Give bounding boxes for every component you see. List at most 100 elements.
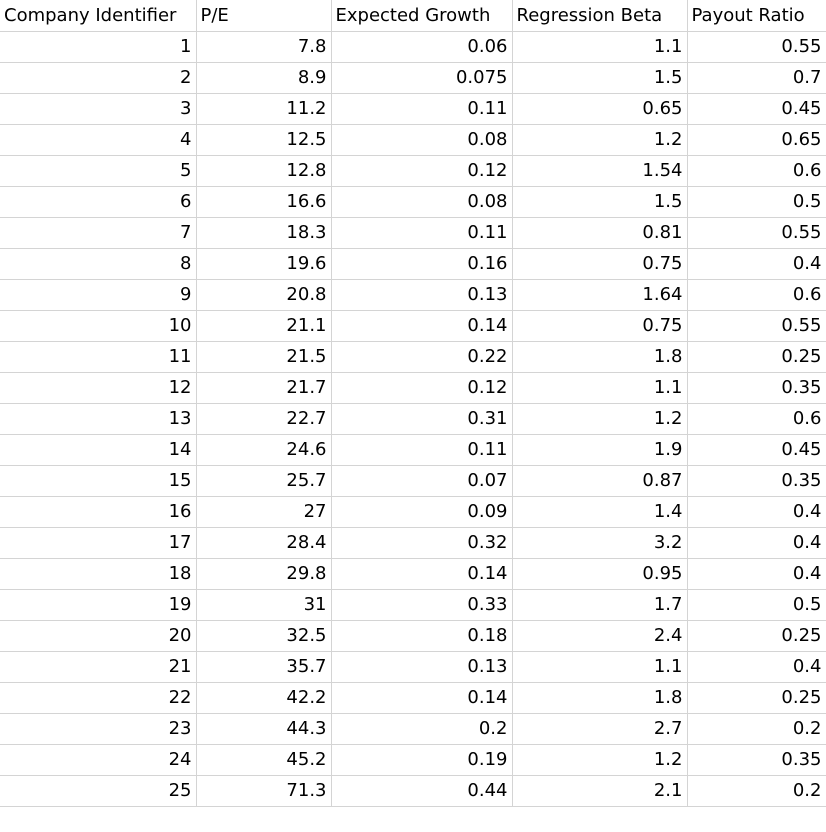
table-row: 11 21.5 0.22 1.8 0.25 xyxy=(0,341,826,373)
cell: 0.45 xyxy=(687,93,826,125)
table-row: 7 18.3 0.11 0.81 0.55 xyxy=(0,217,826,249)
cell: 21.5 xyxy=(196,341,332,373)
cell: 0.13 xyxy=(331,651,513,683)
cell: 0.11 xyxy=(331,434,513,466)
spreadsheet: Company Identifier P/E Expected Growth Regr… xyxy=(0,0,826,807)
cell: 2 xyxy=(0,62,197,94)
cell: 13 xyxy=(0,403,197,435)
cell: 0.09 xyxy=(331,496,513,528)
cell: 71.3 xyxy=(196,775,332,807)
cell: 0.32 xyxy=(331,527,513,559)
cell: 0.11 xyxy=(331,217,513,249)
cell: 24.6 xyxy=(196,434,332,466)
cell: 0.95 xyxy=(512,558,688,590)
cell: 11 xyxy=(0,341,197,373)
cell: 0.4 xyxy=(687,651,826,683)
cell: 25.7 xyxy=(196,465,332,497)
cell: 0.55 xyxy=(687,217,826,249)
cell: 1.9 xyxy=(512,434,688,466)
cell: 0.4 xyxy=(687,248,826,280)
cell: 0.08 xyxy=(331,124,513,156)
cell: 0.35 xyxy=(687,465,826,497)
cell: 20.8 xyxy=(196,279,332,311)
column-header: P/E xyxy=(196,0,332,32)
cell: 0.55 xyxy=(687,31,826,63)
cell: 1.54 xyxy=(512,155,688,187)
cell: 22 xyxy=(0,682,197,714)
cell: 9 xyxy=(0,279,197,311)
table-row: 6 16.6 0.08 1.5 0.5 xyxy=(0,186,826,218)
cell: 0.12 xyxy=(331,372,513,404)
cell: 25 xyxy=(0,775,197,807)
cell: 16 xyxy=(0,496,197,528)
cell: 0.11 xyxy=(331,93,513,125)
cell: 1.2 xyxy=(512,124,688,156)
cell: 16.6 xyxy=(196,186,332,218)
cell: 19 xyxy=(0,589,197,621)
table-row: 2 8.9 0.075 1.5 0.7 xyxy=(0,62,826,94)
table-row: 23 44.3 0.2 2.7 0.2 xyxy=(0,713,826,745)
cell: 0.5 xyxy=(687,186,826,218)
table-row: 16 27 0.09 1.4 0.4 xyxy=(0,496,826,528)
cell: 1.1 xyxy=(512,372,688,404)
cell: 0.55 xyxy=(687,310,826,342)
cell: 1.1 xyxy=(512,31,688,63)
cell: 21.1 xyxy=(196,310,332,342)
cell: 2.7 xyxy=(512,713,688,745)
cell: 20 xyxy=(0,620,197,652)
cell: 0.65 xyxy=(512,93,688,125)
cell: 12.8 xyxy=(196,155,332,187)
column-header: Company Identifier xyxy=(0,0,197,32)
cell: 0.07 xyxy=(331,465,513,497)
cell: 14 xyxy=(0,434,197,466)
cell: 22.7 xyxy=(196,403,332,435)
cell: 21.7 xyxy=(196,372,332,404)
cell: 27 xyxy=(196,496,332,528)
table-row: 15 25.7 0.07 0.87 0.35 xyxy=(0,465,826,497)
cell: 1.2 xyxy=(512,403,688,435)
cell: 1.8 xyxy=(512,682,688,714)
cell: 0.44 xyxy=(331,775,513,807)
table-row: 10 21.1 0.14 0.75 0.55 xyxy=(0,310,826,342)
column-header: Regression Beta xyxy=(512,0,688,32)
header-row: Company Identifier P/E Expected Growth Regr… xyxy=(0,0,826,32)
table-row: 13 22.7 0.31 1.2 0.6 xyxy=(0,403,826,435)
cell: 17 xyxy=(0,527,197,559)
table-row: 8 19.6 0.16 0.75 0.4 xyxy=(0,248,826,280)
cell: 23 xyxy=(0,713,197,745)
table-row: 12 21.7 0.12 1.1 0.35 xyxy=(0,372,826,404)
table-body: 1 7.8 0.06 1.1 0.55 2 8.9 0.075 1.5 0.7 3 11.2 0.11 0… xyxy=(0,31,826,807)
cell: 0.5 xyxy=(687,589,826,621)
cell: 1.8 xyxy=(512,341,688,373)
cell: 0.2 xyxy=(331,713,513,745)
cell: 0.16 xyxy=(331,248,513,280)
cell: 1.4 xyxy=(512,496,688,528)
cell: 0.87 xyxy=(512,465,688,497)
column-header: Payout Ratio xyxy=(687,0,826,32)
cell: 0.6 xyxy=(687,403,826,435)
cell: 1 xyxy=(0,31,197,63)
cell: 0.65 xyxy=(687,124,826,156)
cell: 0.31 xyxy=(331,403,513,435)
cell: 44.3 xyxy=(196,713,332,745)
table-row: 18 29.8 0.14 0.95 0.4 xyxy=(0,558,826,590)
cell: 28.4 xyxy=(196,527,332,559)
cell: 6 xyxy=(0,186,197,218)
cell: 2.4 xyxy=(512,620,688,652)
cell: 0.13 xyxy=(331,279,513,311)
cell: 8.9 xyxy=(196,62,332,94)
cell: 19.6 xyxy=(196,248,332,280)
cell: 32.5 xyxy=(196,620,332,652)
cell: 35.7 xyxy=(196,651,332,683)
cell: 45.2 xyxy=(196,744,332,776)
cell: 0.14 xyxy=(331,310,513,342)
cell: 0.33 xyxy=(331,589,513,621)
table-row: 5 12.8 0.12 1.54 0.6 xyxy=(0,155,826,187)
table-row: 1 7.8 0.06 1.1 0.55 xyxy=(0,31,826,63)
cell: 42.2 xyxy=(196,682,332,714)
cell: 11.2 xyxy=(196,93,332,125)
cell: 0.25 xyxy=(687,341,826,373)
table-row: 22 42.2 0.14 1.8 0.25 xyxy=(0,682,826,714)
cell: 8 xyxy=(0,248,197,280)
